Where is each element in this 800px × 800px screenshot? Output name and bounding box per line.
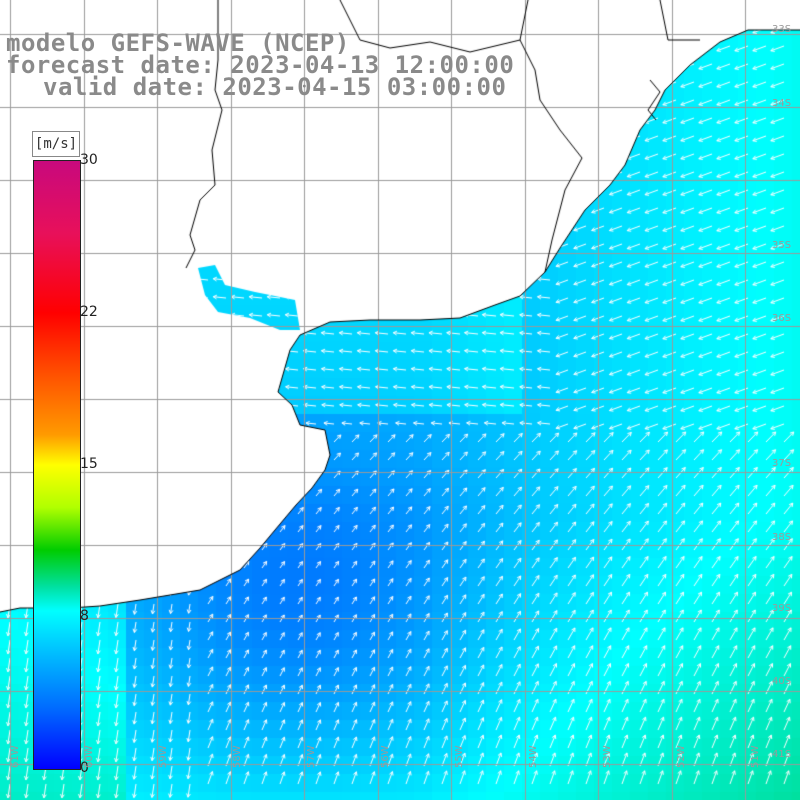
lon-label-51w: 51W [750,745,761,768]
lon-label-54w: 54W [528,745,539,768]
lon-label-61w: 61W [10,745,21,768]
colorbar-tick-22: 22 [80,304,98,320]
colorbar-tick-30: 30 [80,152,98,168]
lon-label-53w: 53W [602,745,613,768]
lon-label-58w: 58W [232,745,243,768]
colorbar-tick-8: 8 [80,608,89,624]
colorbar-tick-15: 15 [80,456,98,472]
lon-label-56w: 56W [380,745,391,768]
lon-label-55w: 55W [454,745,465,768]
valid-date-title: valid date: 2023-04-15 03:00:00 [43,73,507,101]
colorbar [33,160,81,770]
lat-label-38s: 38S [772,532,792,543]
lat-label-37s: 37S [772,458,792,469]
lon-label-59w: 59W [158,745,169,768]
lon-label-52w: 52W [676,745,687,768]
lon-label-57w: 57W [306,745,317,768]
lat-label-36s: 36S [772,313,792,324]
colorbar-unit-label: [m/s] [32,131,80,157]
lat-label-34s: 34S [772,98,792,109]
lat-label-40s: 40S [772,676,792,687]
lat-label-35s: 35S [772,240,792,251]
colorbar-tick-0: 0 [80,760,89,776]
forecast-date-title: forecast date: 2023-04-13 12:00:00 [6,51,515,79]
lat-label-33s: 33S [772,24,792,35]
model-title: modelo GEFS-WAVE (NCEP) [6,29,350,57]
lat-label-39s: 39S [772,603,792,614]
lon-label-60w: 60W [84,745,95,768]
lat-label-41s: 41S [772,749,792,760]
